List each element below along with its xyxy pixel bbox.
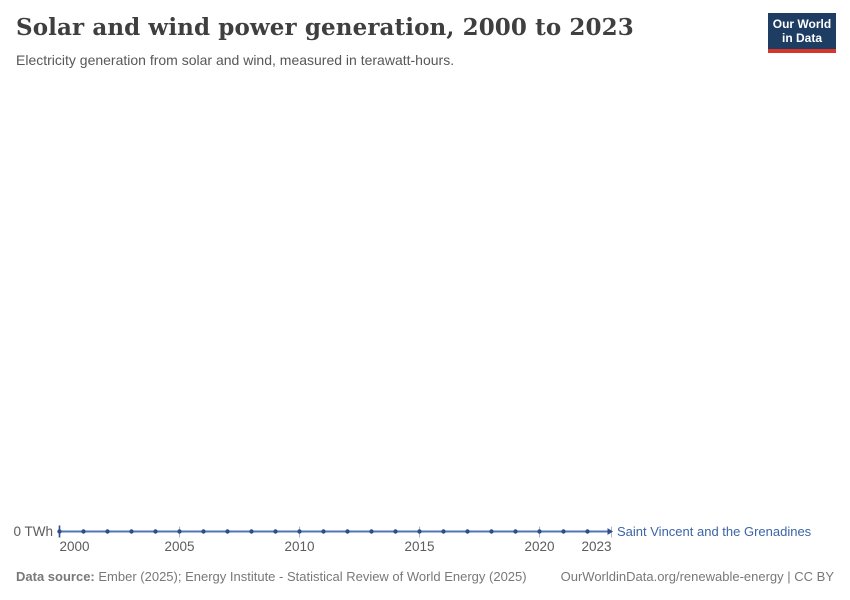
data-point: [177, 529, 182, 534]
data-point: [201, 529, 206, 534]
data-point: [105, 529, 110, 534]
data-point: [129, 529, 134, 534]
owid-logo-box: Our World in Data: [768, 13, 836, 49]
chart-subtitle: Electricity generation from solar and wi…: [16, 52, 455, 68]
data-point: [81, 529, 86, 534]
data-point: [153, 529, 158, 534]
series-label[interactable]: Saint Vincent and the Grenadines: [617, 524, 812, 539]
data-point: [537, 529, 542, 534]
y-axis-zero-label: 0 TWh: [13, 524, 53, 539]
data-point: [321, 529, 326, 534]
x-axis-tick-label: 2023: [581, 539, 612, 554]
data-point: [273, 529, 278, 534]
owid-logo-red-bar: [768, 49, 836, 53]
data-point: [417, 529, 422, 534]
owid-logo[interactable]: Our World in Data: [768, 13, 836, 53]
owid-logo-line1: Our World: [772, 17, 832, 31]
x-axis-tick-label: 2005: [164, 539, 195, 554]
data-point: [345, 529, 350, 534]
page-title: Solar and wind power generation, 2000 to…: [16, 14, 634, 41]
data-point: [513, 529, 518, 534]
data-point: [369, 529, 374, 534]
data-point: [489, 529, 494, 534]
x-axis-tick-label: 2015: [404, 539, 435, 554]
data-point: [393, 529, 398, 534]
x-axis: 2000 2005 2010 2015 2020 2023: [0, 539, 850, 555]
footer-link[interactable]: OurWorldinData.org/renewable-energy | CC…: [560, 569, 834, 584]
data-source-text: Ember (2025); Energy Institute - Statist…: [98, 569, 527, 584]
data-point: [465, 529, 470, 534]
data-point: [249, 529, 254, 534]
line-end-marker: [607, 528, 613, 535]
chart-footer: Data source: Ember (2025); Energy Instit…: [16, 569, 834, 584]
data-source-note: Data source: Ember (2025); Energy Instit…: [16, 569, 527, 584]
data-point: [585, 529, 590, 534]
owid-logo-line2: in Data: [781, 31, 822, 45]
data-point: [441, 529, 446, 534]
data-point: [297, 529, 302, 534]
data-source-label: Data source:: [16, 569, 95, 584]
data-point: [561, 529, 566, 534]
x-axis-tick-label: 2000: [59, 539, 90, 554]
x-axis-tick-label: 2020: [524, 539, 555, 554]
x-axis-tick-label: 2010: [284, 539, 315, 554]
data-point: [57, 529, 62, 534]
data-point: [225, 529, 230, 534]
